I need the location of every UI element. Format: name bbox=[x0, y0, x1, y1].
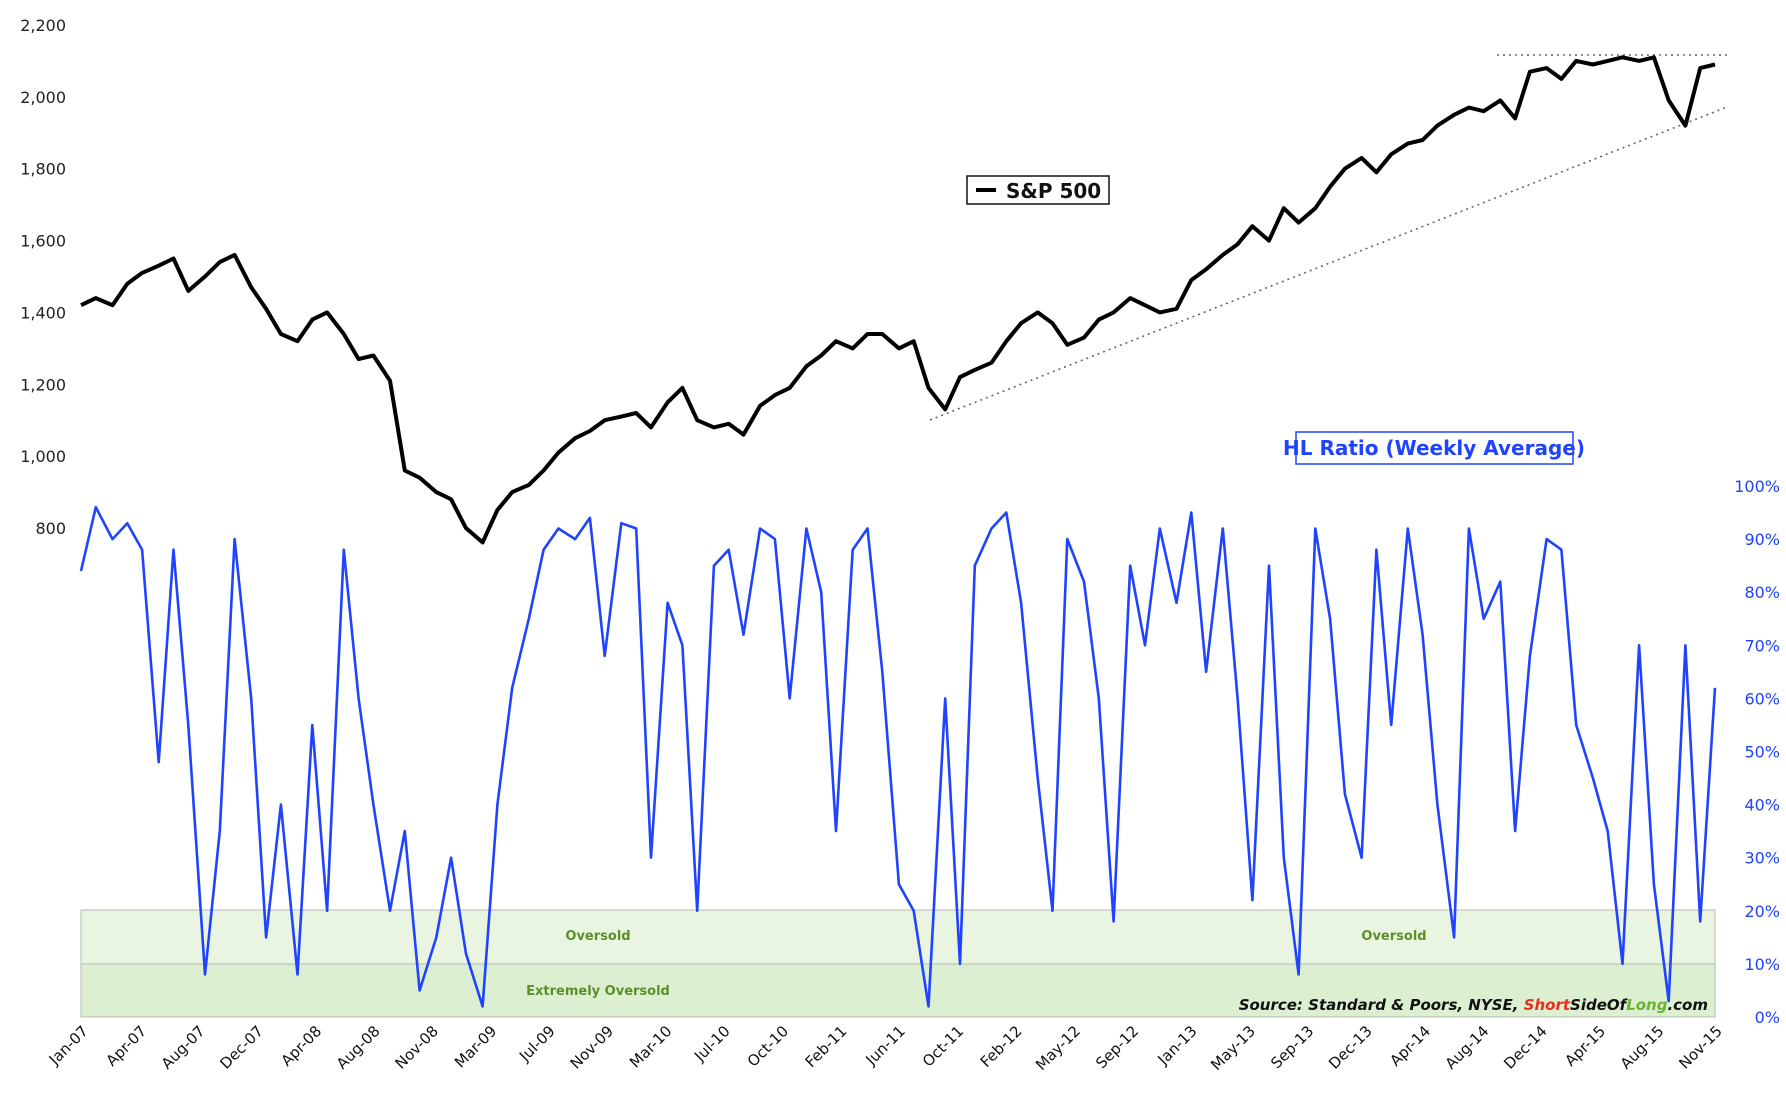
x-tick-label: Oct-10 bbox=[744, 1022, 792, 1070]
legend-hl-ratio: HL Ratio (Weekly Average) bbox=[1283, 431, 1585, 465]
legend-label-sp500: S&P 500 bbox=[1006, 179, 1101, 203]
x-tick-label: Jan-13 bbox=[1154, 1022, 1201, 1069]
right-tick-label: 20% bbox=[1744, 902, 1780, 921]
x-tick-label: May-13 bbox=[1207, 1022, 1259, 1074]
left-tick-label: 1,200 bbox=[20, 375, 66, 394]
right-tick-label: 90% bbox=[1744, 530, 1780, 549]
right-tick-label: 10% bbox=[1744, 955, 1780, 974]
left-tick-label: 2,200 bbox=[20, 16, 66, 35]
left-axis: 800 1,000 1,200 1,400 1,600 1,800 2,000 2,200 bbox=[20, 16, 66, 538]
x-tick-label: Apr-14 bbox=[1386, 1022, 1434, 1070]
source-brand-short: Short bbox=[1524, 996, 1571, 1014]
x-tick-label: Dec-14 bbox=[1500, 1022, 1551, 1073]
oversold-band bbox=[80, 909, 1716, 965]
x-tick-label: Sep-13 bbox=[1267, 1022, 1317, 1072]
right-tick-label: 40% bbox=[1744, 796, 1780, 815]
left-tick-label: 1,600 bbox=[20, 232, 66, 251]
x-tick-label: Jun-11 bbox=[861, 1022, 908, 1069]
right-tick-label: 60% bbox=[1744, 689, 1780, 708]
x-tick-label: Apr-15 bbox=[1561, 1022, 1609, 1070]
x-axis: Jan-07 Apr-07 Aug-07 Dec-07 Apr-08 Aug-08 Nov-… bbox=[45, 1022, 1726, 1074]
legend-label-hl-ratio: HL Ratio (Weekly Average) bbox=[1283, 436, 1585, 460]
x-tick-label: Nov-09 bbox=[567, 1022, 617, 1072]
right-tick-label: 50% bbox=[1744, 743, 1780, 762]
source-brand-long: Long bbox=[1626, 996, 1668, 1014]
left-tick-label: 1,800 bbox=[20, 160, 66, 179]
x-tick-label: Aug-07 bbox=[158, 1022, 209, 1073]
x-tick-label: Feb-11 bbox=[802, 1022, 851, 1071]
x-tick-label: Dec-13 bbox=[1325, 1022, 1376, 1073]
source-suffix: .com bbox=[1667, 996, 1708, 1014]
source-credit: Source: Standard & Poors, NYSE, ShortSid… bbox=[1239, 996, 1708, 1014]
x-tick-label: Mar-10 bbox=[626, 1022, 675, 1071]
x-tick-label: Aug-08 bbox=[333, 1022, 384, 1073]
left-tick-label: 1,400 bbox=[20, 303, 66, 322]
right-tick-label: 80% bbox=[1744, 583, 1780, 602]
sp500-series-line bbox=[80, 55, 1716, 545]
x-tick-label: Jul-10 bbox=[690, 1022, 734, 1066]
band-label-oversold-right: Oversold bbox=[1361, 929, 1426, 944]
right-tick-label: 0% bbox=[1755, 1008, 1780, 1027]
series-layer bbox=[79, 55, 1717, 1008]
right-tick-label: 30% bbox=[1744, 849, 1780, 868]
x-tick-label: Feb-12 bbox=[977, 1022, 1026, 1071]
x-tick-label: Apr-07 bbox=[102, 1022, 150, 1070]
legend-sp500: S&P 500 bbox=[966, 175, 1110, 205]
source-brand-side: SideOf bbox=[1570, 996, 1629, 1014]
source-prefix: Source: Standard & Poors, NYSE, bbox=[1239, 996, 1524, 1014]
left-tick-label: 1,000 bbox=[20, 447, 66, 466]
band-label-oversold-left: Oversold bbox=[565, 929, 630, 944]
right-axis: 0% 10% 20% 30% 40% 50% 60% 70% 80% 90% 100% bbox=[1734, 477, 1780, 1027]
x-tick-label: Mar-09 bbox=[451, 1022, 500, 1071]
support-trendline bbox=[929, 106, 1728, 421]
x-tick-label: Nov-15 bbox=[1675, 1022, 1725, 1072]
left-tick-label: 800 bbox=[35, 519, 66, 538]
x-tick-label: Apr-08 bbox=[278, 1022, 326, 1070]
x-tick-label: May-12 bbox=[1032, 1022, 1084, 1074]
band-label-extremely-oversold: Extremely Oversold bbox=[526, 984, 670, 999]
x-tick-label: Jul-09 bbox=[515, 1022, 559, 1066]
x-tick-label: Nov-08 bbox=[392, 1022, 442, 1072]
hl-ratio-series-line bbox=[79, 505, 1717, 1008]
extremely-oversold-band bbox=[80, 963, 1716, 1018]
x-tick-label: Aug-15 bbox=[1617, 1022, 1668, 1073]
x-tick-label: Oct-11 bbox=[919, 1022, 967, 1070]
right-tick-label: 70% bbox=[1744, 636, 1780, 655]
x-tick-label: Aug-14 bbox=[1442, 1022, 1493, 1073]
x-tick-label: Jan-07 bbox=[45, 1022, 92, 1069]
left-tick-label: 2,000 bbox=[20, 88, 66, 107]
right-tick-label: 100% bbox=[1734, 477, 1780, 496]
x-tick-label: Sep-12 bbox=[1092, 1022, 1142, 1072]
x-tick-label: Dec-07 bbox=[216, 1022, 267, 1073]
